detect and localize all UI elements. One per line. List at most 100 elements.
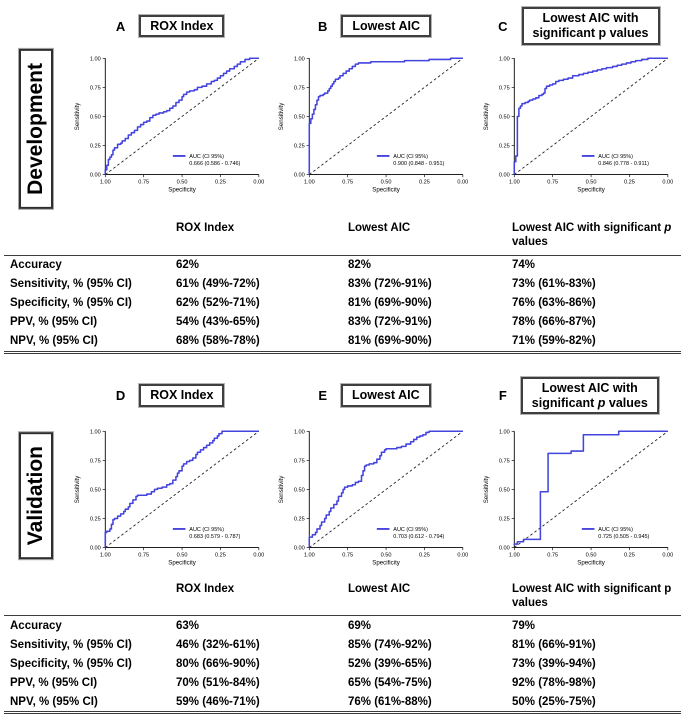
row-label: PPV, % (95% CI) [10,316,98,329]
y-tick-label: 0.00 [90,173,101,179]
roc-chart-b: 1.00 0.75 0.50 0.25 0.00 0.00 0.25 0.50 0.75 1.00… [278,56,468,193]
validation-metrics-table: ROX Index Lowest AIC Lowest AIC with sig… [4,580,681,715]
y-tick-label: 0.50 [294,487,305,493]
y-axis-title: Sensitivity [483,102,490,131]
cell: 68% (58%-78%) [176,335,260,348]
cell: 82% [348,259,372,272]
y-tick-label: 1.00 [90,429,101,435]
y-tick-label: 1.00 [499,429,510,435]
cell: 62% (52%-71%) [176,297,260,310]
development-label: Development [19,49,53,209]
x-tick-label: 0.25 [420,552,431,558]
row-label: Specificity, % (95% CI) [10,297,132,310]
cell: 81% (69%-90%) [348,335,432,348]
row-label: Specificity, % (95% CI) [10,657,132,670]
x-tick-label: 0.75 [547,179,558,185]
x-tick-label: 0.75 [138,552,149,558]
y-tick-label: 0.25 [499,516,510,522]
table-row: PPV, % (95% CI) 70% (51%-84%) 65% (54%-7… [4,673,681,692]
cell: 50% (25%-75%) [512,695,596,708]
y-tick-label: 0.75 [499,85,510,91]
validation-panel-headers: D ROX Index E Lowest AIC F Lowest AIC wi… [4,370,681,422]
chance-diagonal [513,430,668,548]
panel-title-line: Lowest AIC [352,388,420,403]
col-header-aic-p: Lowest AIC with significant p values [512,221,672,249]
roc-curve [309,57,464,175]
table-header-row: ROX Index Lowest AIC Lowest AIC with sig… [4,219,681,256]
panel-title-line: ROX Index [150,18,214,33]
roc-plot-f: 1.00 0.75 0.50 0.25 0.00 0.00 0.25 0.50 0.75 1.00… [477,422,681,570]
y-axis-title: Sensitivity [74,474,81,503]
y-axis-title: Sensitivity [74,102,81,131]
development-side-cell: Development [4,49,68,209]
cell: 76% (61%-88%) [348,695,432,708]
x-tick-label: 0.50 [381,552,392,558]
cell: 71% (59%-82%) [512,335,596,348]
cell: 79% [512,619,536,632]
panel-title-c: Lowest AIC with significant p values [521,7,660,45]
panel-head-f: F Lowest AIC with significant p values [477,376,681,415]
panel-letter-e: E [318,388,328,404]
cell: 63% [176,619,200,632]
table-row: NPV, % (95% CI) 59% (46%-71%) 76% (61%-8… [4,692,681,713]
cell: 80% (66%-90%) [176,657,260,670]
cell: 54% (43%-65%) [176,316,260,329]
cell: 83% (72%-91%) [348,316,432,329]
table-row: Specificity, % (95% CI) 80% (66%-90%) 52… [4,654,681,673]
panel-letter-b: B [317,18,328,34]
row-label: NPV, % (95% CI) [10,335,98,348]
cell: 46% (32%-61%) [176,638,260,651]
panel-title-e: Lowest AIC [341,384,431,407]
cell: 73% (39%-94%) [512,657,596,670]
x-tick-label: 0.50 [585,179,596,185]
row-label: PPV, % (95% CI) [10,676,98,689]
panel-head-c: C Lowest AIC with significant p values [477,7,681,45]
legend-title: AUC (CI 95%) [394,154,429,160]
cell: 78% (66%-87%) [512,316,596,329]
legend-value: 0.846 (0.778 - 0.911) [598,161,649,167]
roc-chart-a: 1.00 0.75 0.50 0.25 0.00 0.00 0.25 0.50 0.75 1.00… [74,56,264,193]
x-tick-label: 0.25 [624,179,635,185]
y-tick-label: 1.00 [499,56,510,62]
col-header-aic-p: Lowest AIC with significant p values [512,582,672,609]
cell: 65% (54%-75%) [348,676,432,689]
metric-header [4,580,170,616]
x-tick-label: 0.50 [585,552,596,558]
y-tick-label: 0.25 [499,143,510,149]
x-tick-label: 0.00 [662,552,673,558]
y-tick-label: 0.25 [90,516,101,522]
x-tick-label: 0.75 [547,552,558,558]
y-tick-label: 0.75 [90,458,101,464]
cell: 70% (51%-84%) [176,676,260,689]
legend-title: AUC (CI 95%) [189,526,224,532]
col-header-rox: ROX Index [176,582,235,595]
cell: 81% (69%-90%) [348,297,432,310]
panel-title-line: Lowest AIC [352,18,420,33]
table-row: Sensitivity, % (95% CI) 61% (49%-72%) 83… [4,275,681,294]
x-tick-label: 0.25 [215,179,226,185]
cell: 52% (39%-65%) [348,657,432,670]
y-tick-label: 0.25 [90,143,101,149]
panel-title-line: Lowest AIC with [542,11,639,26]
legend-value: 0.666 (0.586 - 0.746) [189,161,240,167]
cell: 85% (74%-92%) [348,638,432,651]
panel-title-a: ROX Index [139,14,225,38]
cell: 83% (72%-91%) [348,278,432,291]
table-row: PPV, % (95% CI) 54% (43%-65%) 83% (72%-9… [4,313,681,332]
chance-diagonal [105,57,260,175]
validation-plots: Validation 1.00 0.75 0.50 0.25 0.00 0.00 0.25 0… [4,422,681,570]
panel-title-line: significant p values [532,26,649,40]
roc-chart-d: 1.00 0.75 0.50 0.25 0.00 0.00 0.25 0.50 0.75 1.00… [74,429,264,566]
y-tick-label: 0.50 [90,487,101,493]
section-development: A ROX Index B Lowest AIC C Lowest AIC wi… [4,3,681,354]
y-tick-label: 0.75 [90,85,101,91]
panel-title-b: Lowest AIC [341,14,431,38]
x-tick-label: 1.00 [304,179,315,185]
legend-title: AUC (CI 95%) [598,154,633,160]
x-tick-label: 0.75 [343,552,354,558]
x-tick-label: 1.00 [304,552,315,558]
x-tick-label: 1.00 [100,179,111,185]
row-label: Accuracy [10,259,62,272]
chance-diagonal [105,430,260,548]
chance-diagonal [309,57,464,175]
